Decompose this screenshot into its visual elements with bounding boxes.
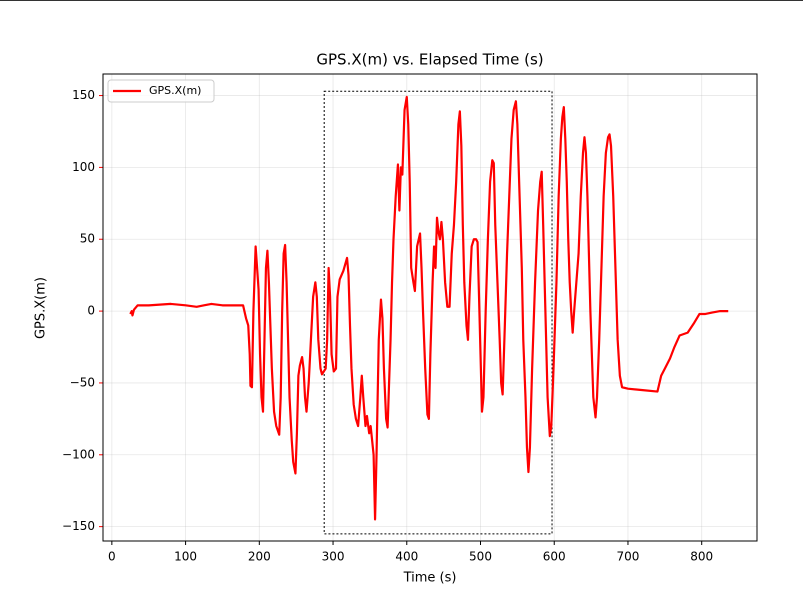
- y-tick-label: 0: [87, 304, 95, 318]
- x-tick-label: 600: [543, 550, 566, 564]
- data-line: [129, 95, 729, 521]
- legend-label: GPS.X(m): [149, 84, 201, 97]
- legend-box: [107, 79, 215, 103]
- x-tick-label: 800: [690, 550, 713, 564]
- chart-title: GPS.X(m) vs. Elapsed Time (s): [316, 51, 543, 69]
- highlight-box: [323, 90, 553, 535]
- x-tick-label: 500: [469, 550, 492, 564]
- y-tick-label: 50: [80, 232, 95, 246]
- y-tick-label: 150: [72, 88, 95, 102]
- y-tick-label: −150: [62, 519, 95, 533]
- x-tick-label: 0: [108, 550, 116, 564]
- x-tick-label: 300: [322, 550, 345, 564]
- x-tick-label: 400: [395, 550, 418, 564]
- x-axis-label: Time (s): [403, 571, 457, 586]
- y-tick-label: −100: [62, 447, 95, 461]
- x-tick-label: 100: [174, 550, 197, 564]
- y-axis-label: GPS.X(m): [34, 277, 49, 339]
- y-tick-label: 100: [72, 160, 95, 174]
- x-tick-label: 200: [248, 550, 271, 564]
- y-tick-label: −50: [70, 375, 95, 389]
- x-tick-label: 700: [617, 550, 640, 564]
- plot-frame: [102, 73, 758, 542]
